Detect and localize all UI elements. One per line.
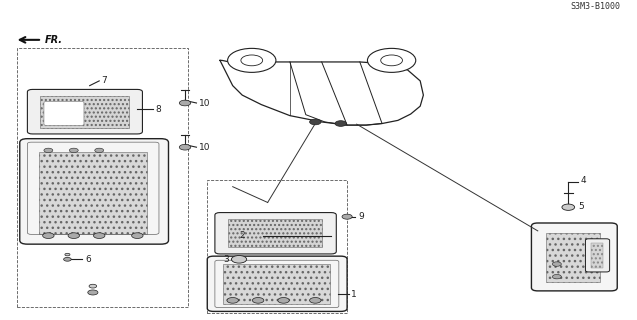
FancyBboxPatch shape <box>215 212 336 254</box>
Circle shape <box>342 214 352 219</box>
Circle shape <box>381 55 403 66</box>
Circle shape <box>368 48 416 72</box>
Text: 10: 10 <box>199 143 210 152</box>
Circle shape <box>64 257 71 261</box>
FancyBboxPatch shape <box>585 239 610 272</box>
Text: 10: 10 <box>199 99 210 108</box>
Circle shape <box>65 253 70 256</box>
FancyBboxPatch shape <box>207 256 347 311</box>
Bar <box>39 152 147 234</box>
Circle shape <box>94 233 105 238</box>
Text: 2: 2 <box>239 231 245 240</box>
Circle shape <box>310 298 321 303</box>
Circle shape <box>69 148 78 153</box>
FancyBboxPatch shape <box>44 101 84 125</box>
Circle shape <box>68 233 80 238</box>
Circle shape <box>44 148 53 153</box>
Circle shape <box>227 48 276 72</box>
Circle shape <box>179 144 190 150</box>
Circle shape <box>43 233 54 238</box>
Bar <box>207 180 347 313</box>
Circle shape <box>335 121 347 126</box>
Circle shape <box>88 290 98 295</box>
Text: 6: 6 <box>85 255 91 264</box>
FancyBboxPatch shape <box>27 89 143 134</box>
Circle shape <box>252 298 264 303</box>
Bar <box>590 243 603 268</box>
Circle shape <box>179 100 190 106</box>
FancyBboxPatch shape <box>20 139 169 244</box>
Circle shape <box>89 284 97 288</box>
Bar <box>223 264 330 303</box>
Circle shape <box>552 262 561 266</box>
Circle shape <box>95 148 104 153</box>
Bar <box>546 233 600 282</box>
Circle shape <box>278 298 289 303</box>
FancyBboxPatch shape <box>531 223 617 291</box>
Text: 1: 1 <box>351 290 357 299</box>
Text: 7: 7 <box>101 76 107 85</box>
Bar <box>17 48 188 307</box>
Text: S3M3-B1000: S3M3-B1000 <box>570 3 620 12</box>
Text: 8: 8 <box>155 105 161 114</box>
Bar <box>40 96 129 128</box>
Text: 9: 9 <box>358 212 364 221</box>
Bar <box>228 219 322 247</box>
Text: FR.: FR. <box>45 35 63 45</box>
Circle shape <box>132 233 143 238</box>
Circle shape <box>231 255 247 263</box>
Circle shape <box>562 204 575 210</box>
Circle shape <box>552 275 561 279</box>
Circle shape <box>227 298 238 303</box>
Text: 3: 3 <box>224 255 229 264</box>
Text: 5: 5 <box>578 202 583 211</box>
Circle shape <box>241 55 262 66</box>
Circle shape <box>310 119 321 125</box>
Text: 4: 4 <box>580 176 586 185</box>
